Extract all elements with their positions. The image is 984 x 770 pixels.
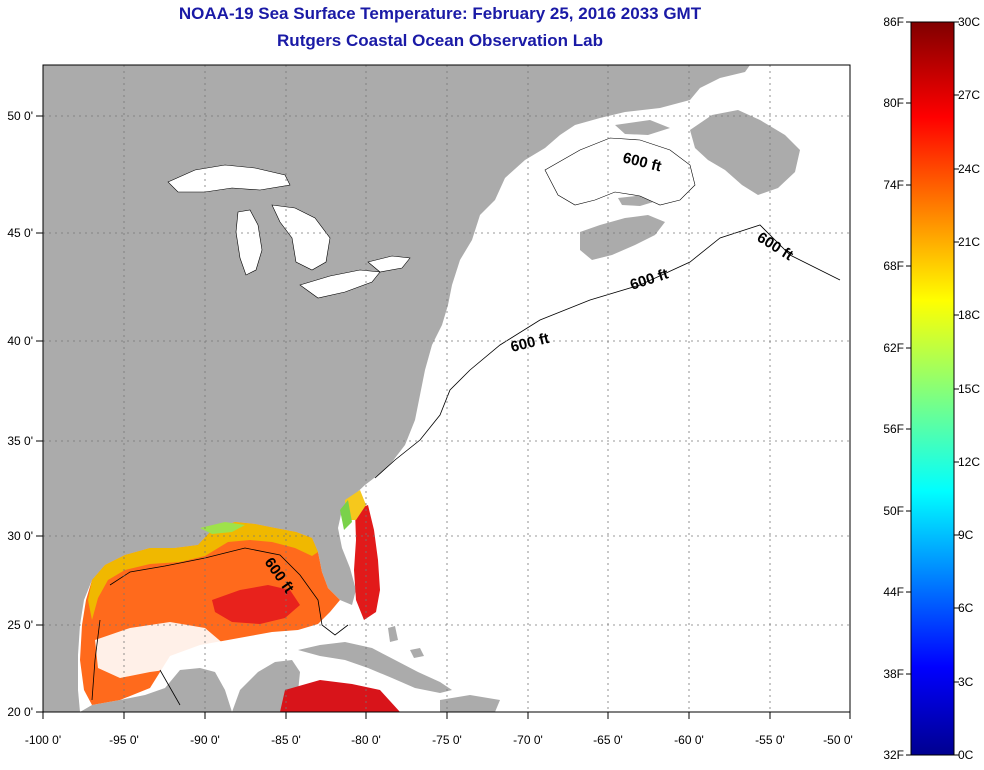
land-newfoundland — [690, 110, 800, 195]
lon-tick-label: -65 0' — [593, 733, 623, 747]
colorbar-label-c: 3C — [958, 675, 974, 689]
colorbar-label-c: 9C — [958, 528, 974, 542]
land-mexico-south — [80, 668, 232, 712]
lon-tick-label: -80 0' — [351, 733, 381, 747]
colorbar-label-f: 80F — [883, 96, 904, 110]
lon-tick-label: -60 0' — [674, 733, 704, 747]
colorbar-label-c: 18C — [958, 308, 980, 322]
colorbar-label-f: 44F — [883, 585, 904, 599]
graticule — [43, 65, 850, 712]
map-title: NOAA-19 Sea Surface Temperature: Februar… — [178, 4, 702, 23]
colorbar-label-c: 12C — [958, 455, 980, 469]
colorbar-label-c: 27C — [958, 88, 980, 102]
gulf-st-lawrence — [544, 137, 696, 206]
land-north-america — [43, 65, 750, 712]
lon-tick-label: -90 0' — [190, 733, 220, 747]
land-bahamas — [365, 598, 424, 658]
land-hispaniola — [440, 695, 500, 712]
colorbar-label-f: 32F — [883, 748, 904, 762]
colorbar-label-f: 74F — [883, 178, 904, 192]
lon-tick-label: -85 0' — [271, 733, 301, 747]
colorbar-label-f: 50F — [883, 504, 904, 518]
lat-tick-label: 25 0' — [7, 618, 33, 632]
colorbar-label-f: 56F — [883, 422, 904, 436]
lon-tick-label: -50 0' — [823, 733, 853, 747]
colorbar-label-c: 6C — [958, 601, 974, 615]
land-cuba — [298, 642, 452, 693]
land-anticosti — [615, 120, 670, 135]
sst-gulf-stream — [354, 505, 380, 620]
colorbar-label-f: 62F — [883, 341, 904, 355]
colorbar — [910, 21, 955, 756]
lat-tick-label: 35 0' — [7, 434, 33, 448]
sst-caribbean — [280, 680, 400, 712]
colorbar-label-c: 30C — [958, 15, 980, 29]
lat-tick-label: 20 0' — [7, 705, 33, 719]
colorbar-label-f: 68F — [883, 259, 904, 273]
colorbar-ticks — [906, 21, 959, 756]
lon-tick-label: -55 0' — [755, 733, 785, 747]
sst-gulf-warm-core — [212, 585, 300, 624]
great-lakes — [167, 164, 411, 299]
lon-tick-label: -70 0' — [513, 733, 543, 747]
sst-east-florida-green — [340, 500, 352, 530]
land-nova-scotia — [580, 215, 665, 260]
lon-tick-label: -100 0' — [25, 733, 61, 747]
isobath-600ft — [91, 224, 841, 706]
lon-tick-label: -75 0' — [432, 733, 462, 747]
lon-tick-label: -95 0' — [109, 733, 139, 747]
lat-tick-label: 50 0' — [7, 109, 33, 123]
colorbar-label-c: 15C — [958, 382, 980, 396]
colorbar-label-c: 0C — [958, 748, 974, 762]
colorbar-label-f: 38F — [883, 667, 904, 681]
colorbar-label-c: 24C — [958, 162, 980, 176]
lat-tick-label: 45 0' — [7, 226, 33, 240]
colorbar-label-c: 21C — [958, 235, 980, 249]
lat-tick-label: 40 0' — [7, 334, 33, 348]
axis-ticks — [36, 115, 851, 719]
sst-gulf-coastal-cool — [88, 522, 318, 620]
cloud-mask-gulf — [95, 622, 225, 678]
lat-tick-label: 30 0' — [7, 529, 33, 543]
map-subtitle: Rutgers Coastal Ocean Observation Lab — [277, 31, 603, 50]
sst-gulf-green-edge — [200, 522, 245, 534]
colorbar-label-f: 86F — [883, 15, 904, 29]
